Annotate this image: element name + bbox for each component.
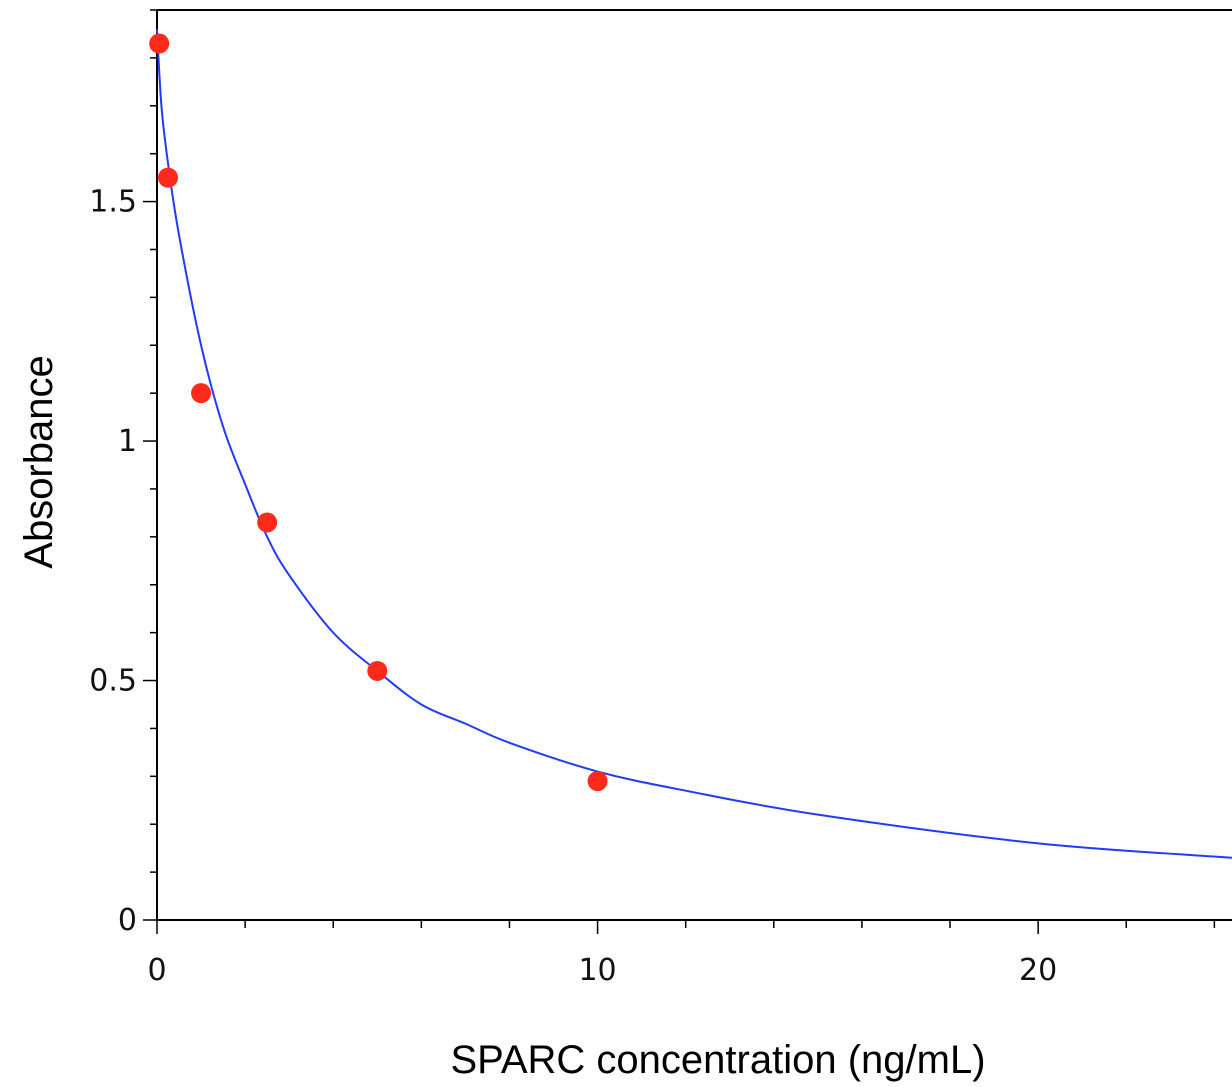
- data-point: [257, 512, 277, 532]
- data-point: [158, 168, 178, 188]
- data-point: [588, 771, 608, 791]
- y-axis-title: Absorbance: [17, 355, 61, 568]
- y-tick-label: 1.5: [89, 185, 137, 220]
- data-point: [367, 661, 387, 681]
- x-tick-label: 10: [578, 953, 616, 988]
- y-tick-label: 0: [118, 903, 137, 938]
- data-point: [191, 383, 211, 403]
- y-tick-label: 1: [118, 424, 137, 459]
- x-tick-label: 0: [147, 953, 166, 988]
- chart-axes: [157, 10, 1232, 920]
- y-tick-label: 0.5: [89, 664, 137, 699]
- fitted-curve-line: [157, 29, 1232, 858]
- x-tick-label: 20: [1019, 953, 1057, 988]
- x-axis-title: SPARC concentration (ng/mL): [450, 1038, 985, 1082]
- fitted-curve-layer: [157, 29, 1232, 858]
- chart-ticks: [143, 10, 1214, 934]
- chart-tick-labels: 0 0.5 1 1.5 0 10 20: [89, 185, 1057, 988]
- data-point: [149, 34, 169, 54]
